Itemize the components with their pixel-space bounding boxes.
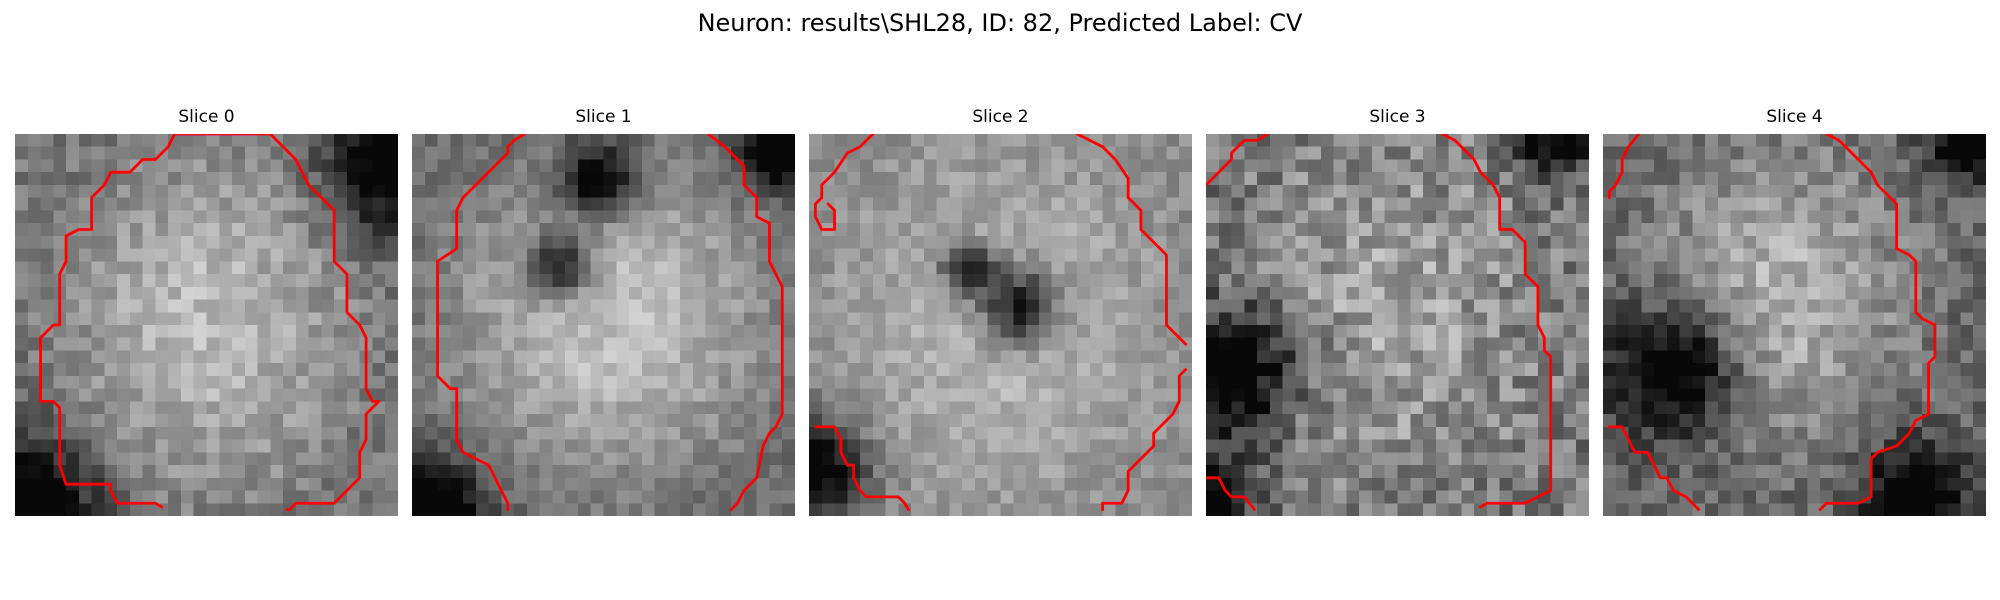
neuron-boundary-contour — [39, 134, 381, 512]
slice-title-1: Slice 1 — [575, 107, 632, 127]
slice-title-4: Slice 4 — [1766, 107, 1823, 127]
slice-title-2: Slice 2 — [972, 107, 1029, 127]
neuron-boundary-contour — [1607, 425, 1701, 512]
slice-image-3 — [1206, 134, 1589, 516]
neuron-boundary-contour — [1206, 134, 1269, 187]
boundary-contours — [436, 134, 784, 512]
slice-panel-0: Slice 0 — [15, 106, 398, 516]
slice-panel-3: Slice 3 — [1206, 106, 1589, 516]
slice-image-4 — [1603, 134, 1986, 516]
pixel-grid — [412, 134, 795, 516]
slice-image-1 — [412, 134, 795, 516]
neuron-boundary-contour — [706, 134, 784, 512]
slice-image-2 — [809, 134, 1192, 516]
boundary-contours — [1206, 134, 1553, 512]
slice-title-3: Slice 3 — [1369, 107, 1426, 127]
pixel-grid — [809, 134, 1192, 516]
boundary-contours — [39, 134, 381, 512]
neuron-boundary-contour — [1206, 476, 1256, 512]
boundary-contours — [813, 134, 1188, 512]
neuron-boundary-contour — [813, 425, 910, 512]
neuron-boundary-contour — [1440, 134, 1553, 509]
pixel-grid — [1206, 134, 1589, 516]
neuron-boundary-contour — [1607, 134, 1641, 200]
figure-title: Neuron: results\SHL28, ID: 82, Predicted… — [697, 9, 1303, 37]
slice-image-0 — [15, 134, 398, 516]
neuron-boundary-contour — [813, 134, 875, 231]
neuron-boundary-contour — [1818, 134, 1937, 512]
boundary-contours — [1607, 134, 1937, 512]
slice-panel-2: Slice 2 — [809, 106, 1192, 516]
slice-panel-1: Slice 1 — [412, 106, 795, 516]
pixel-grid — [1603, 134, 1986, 516]
slice-panel-4: Slice 4 — [1603, 106, 1986, 516]
pixel-grid — [15, 134, 398, 516]
neuron-boundary-contour — [1101, 368, 1188, 512]
neuron-boundary-contour — [436, 134, 526, 512]
slice-title-0: Slice 0 — [178, 107, 235, 127]
neuron-boundary-contour — [1075, 134, 1188, 346]
